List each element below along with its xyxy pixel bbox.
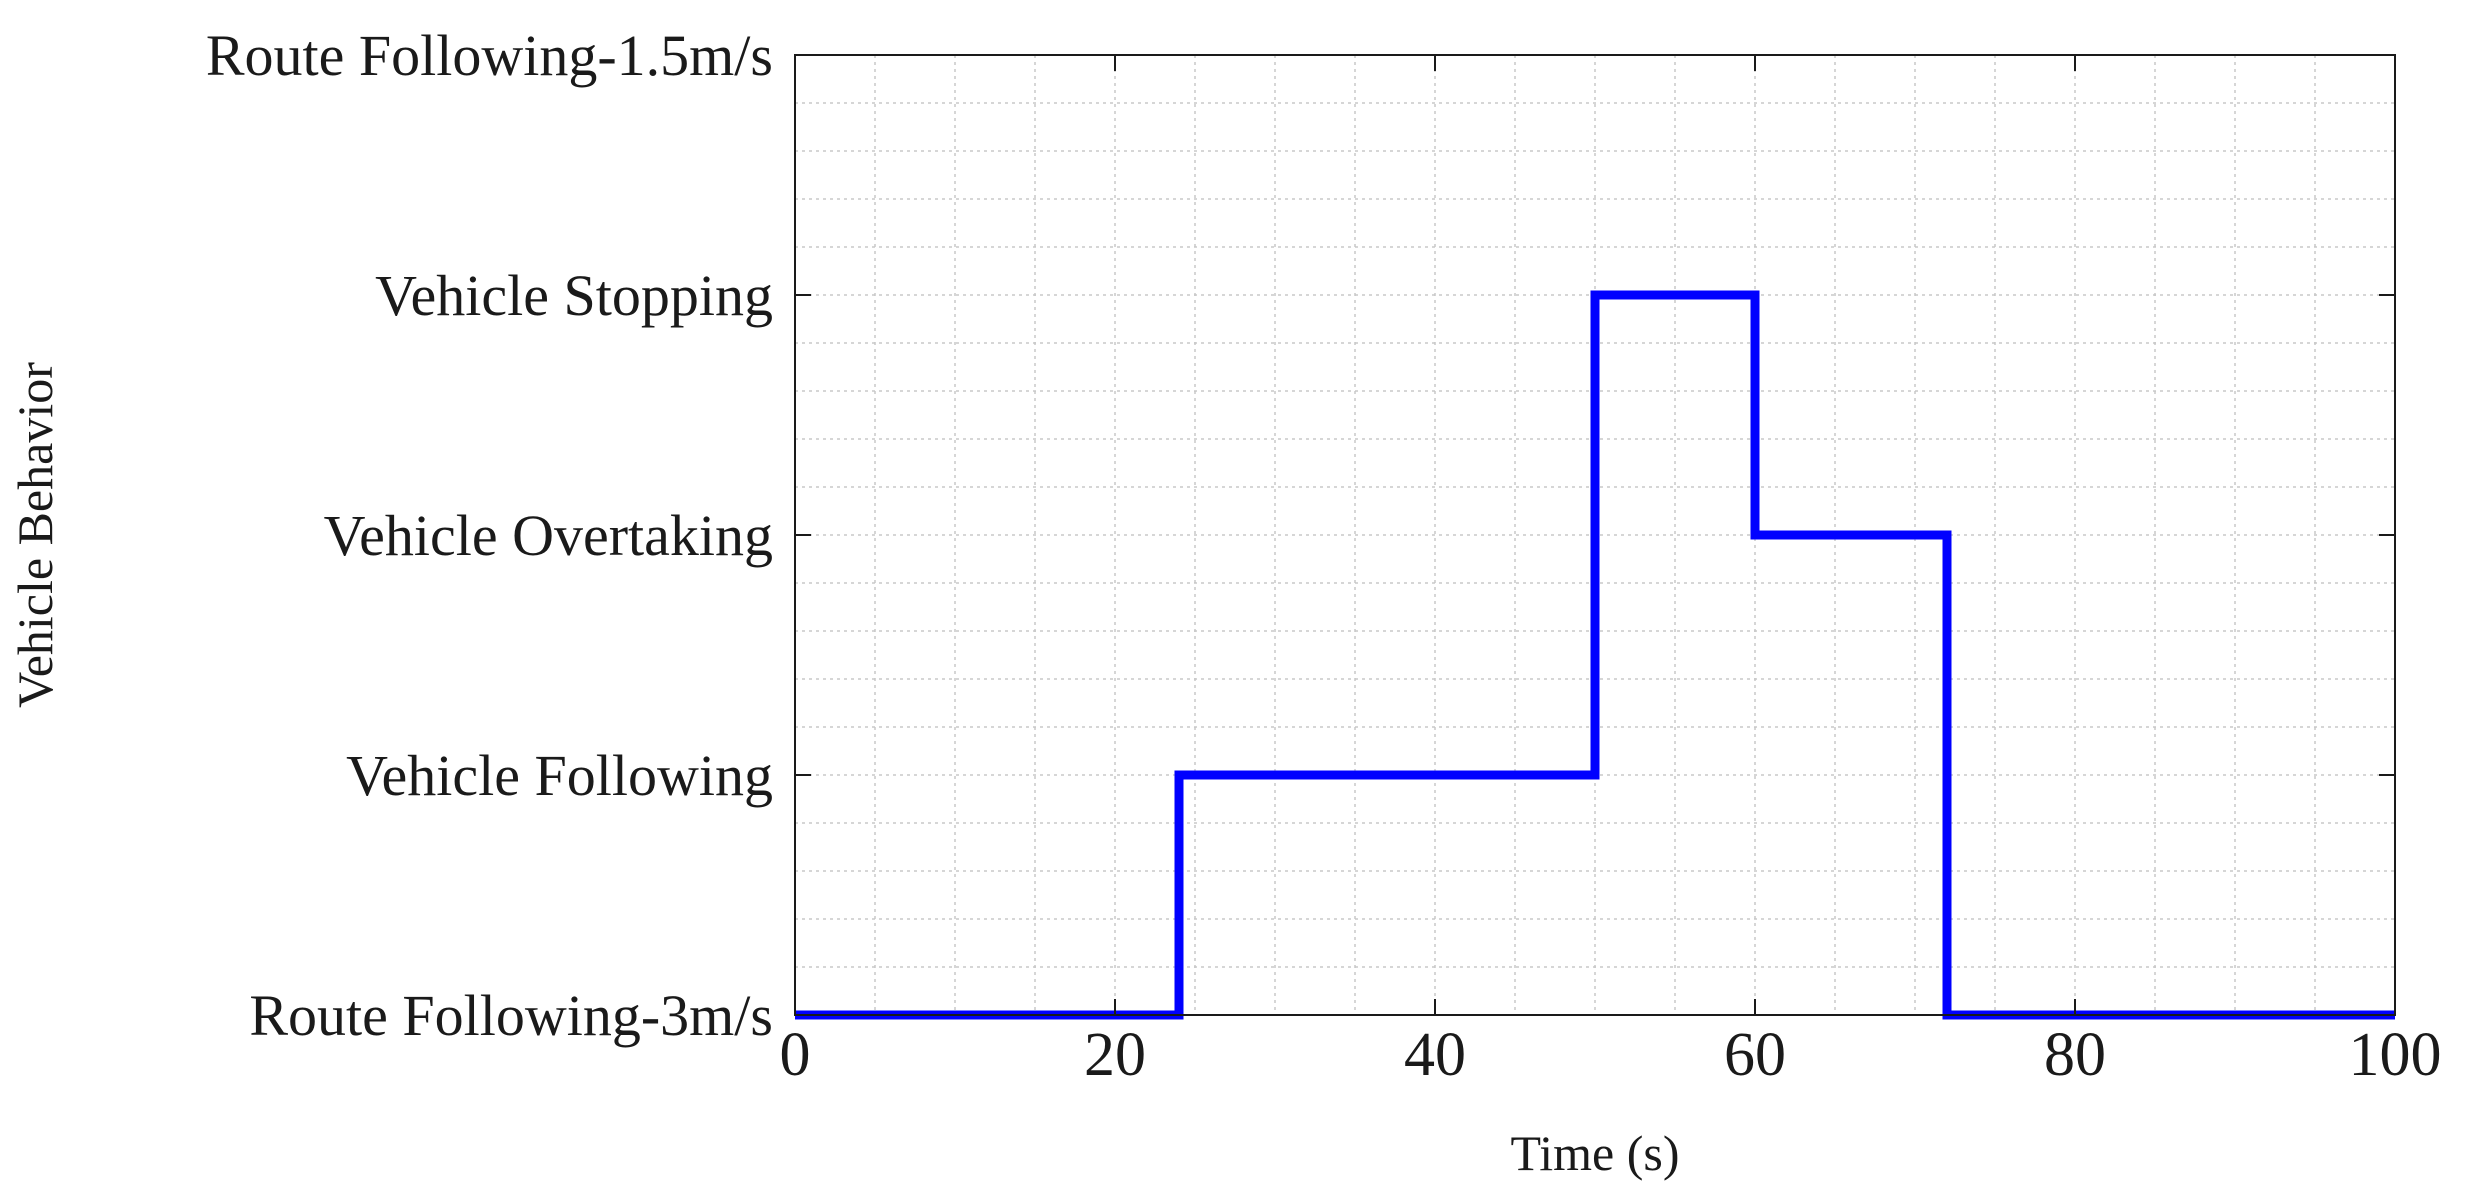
series-line-0 — [795, 290, 2395, 1020]
x-tick-label: 80 — [2044, 1021, 2106, 1089]
x-tick-label: 40 — [1404, 1021, 1466, 1089]
y-tick-label: Route Following-1.5m/s — [206, 23, 773, 88]
y-axis-label: Vehicle Behavior — [7, 362, 63, 708]
y-tick-label: Route Following-3m/s — [249, 983, 773, 1048]
x-tick-label: 0 — [780, 1021, 811, 1089]
axis-ticks: 0 20 40 60 80 100 Route Following-3m/s Vehicle … — [206, 23, 2442, 1089]
y-tick-label: Vehicle Stopping — [375, 263, 773, 328]
y-tick-label: Vehicle Overtaking — [324, 503, 773, 568]
y-tick-label: Vehicle Following — [346, 743, 773, 808]
x-axis-label: Time (s) — [1510, 1125, 1679, 1181]
x-tick-label: 60 — [1724, 1021, 1786, 1089]
series-layer — [795, 290, 2395, 1020]
x-tick-label: 100 — [2349, 1021, 2442, 1089]
x-tick-label: 20 — [1084, 1021, 1146, 1089]
